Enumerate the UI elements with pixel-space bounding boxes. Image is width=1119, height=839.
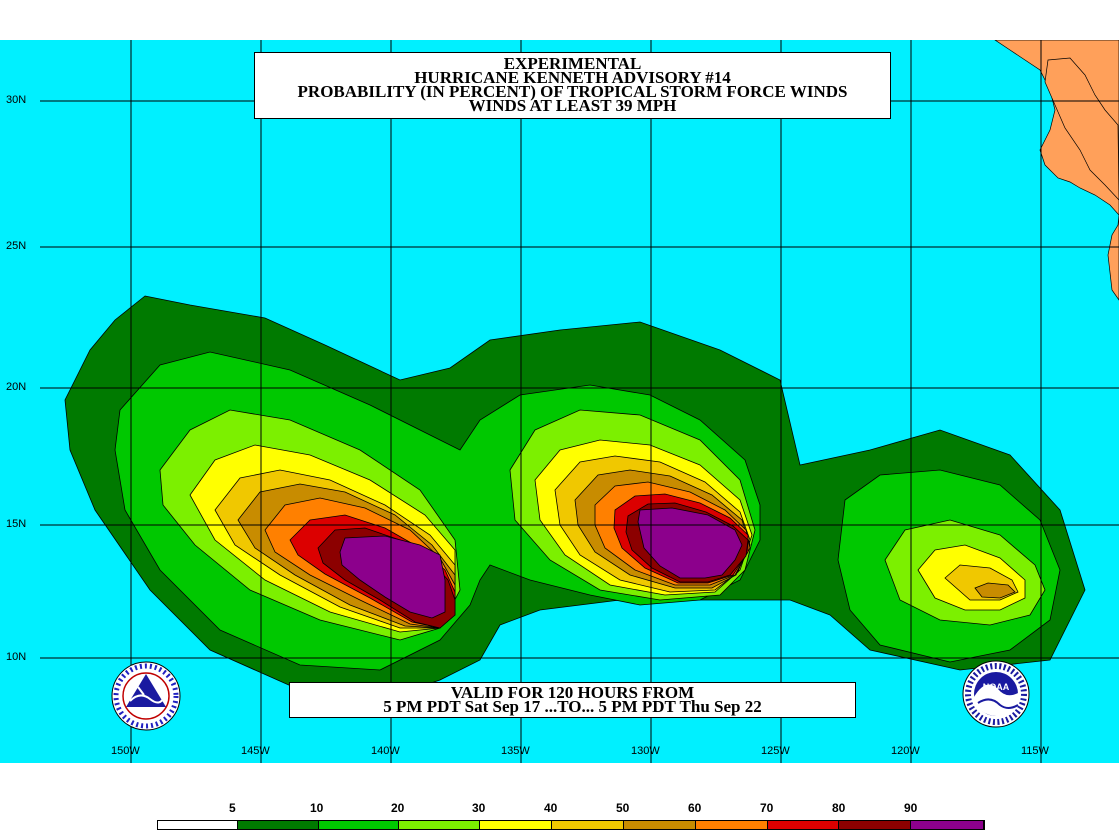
title-line-1: EXPERIMENTAL (503, 54, 642, 73)
lon-label-130w: 130W (631, 745, 660, 757)
legend-swatch (237, 821, 319, 829)
title-line-4: WINDS AT LEAST 39 MPH (468, 96, 677, 115)
legend-swatch (911, 821, 984, 829)
lat-label-30n: 30N (6, 94, 27, 106)
legend-swatch (158, 821, 238, 829)
legend-value-label: 20 (391, 801, 405, 815)
lat-label-10n: 10N (6, 651, 27, 663)
legend-value-label: 50 (616, 801, 630, 815)
legend-value-label: 60 (688, 801, 702, 815)
lon-label-145w: 145W (241, 745, 270, 757)
lon-label-115w: 115W (1021, 745, 1049, 757)
noaa-logo-icon: NOAA (962, 660, 1030, 728)
title-line-2: HURRICANE KENNETH ADVISORY #14 (414, 68, 731, 87)
lat-label-25n: 25N (6, 240, 27, 252)
legend-value-label: 70 (760, 801, 774, 815)
legend-swatch (767, 821, 840, 829)
lon-label-150w: 150W (111, 745, 140, 757)
title-box: EXPERIMENTAL HURRICANE KENNETH ADVISORY … (254, 52, 891, 119)
legend-value-label: 10 (310, 801, 324, 815)
lat-label-20n: 20N (6, 381, 27, 393)
contour-100 (339, 535, 446, 619)
valid-line-2: 5 PM PDT Sat Sep 17 ...TO... 5 PM PDT Th… (383, 697, 762, 716)
title-line-3: PROBABILITY (IN PERCENT) OF TROPICAL STO… (297, 82, 848, 101)
legend-swatch (623, 821, 696, 829)
contours-west-system (64, 295, 1086, 701)
lon-label-120w: 120W (891, 745, 920, 757)
lat-label-15n: 15N (6, 518, 27, 530)
legend-swatch (839, 821, 912, 829)
legend-value-label: 90 (904, 801, 918, 815)
legend-value-label: 40 (544, 801, 558, 815)
lon-label-125w: 125W (761, 745, 790, 757)
probability-map (0, 40, 1119, 763)
legend-value-label: 30 (472, 801, 486, 815)
contour-60-east (974, 582, 1016, 599)
legend-value-label: 5 (229, 801, 236, 815)
lon-label-140w: 140W (371, 745, 400, 757)
valid-time-box: VALID FOR 120 HOURS FROM 5 PM PDT Sat Se… (289, 682, 856, 718)
legend-swatch (695, 821, 768, 829)
legend-value-label: 80 (832, 801, 846, 815)
legend-swatch (399, 821, 481, 829)
legend-color-bar (157, 820, 985, 830)
nws-logo-icon (111, 661, 181, 731)
valid-line-1: VALID FOR 120 HOURS FROM (450, 683, 695, 702)
legend-swatch (318, 821, 400, 829)
legend-swatch (480, 821, 553, 829)
land-baja (1044, 57, 1119, 201)
legend-swatch (552, 821, 624, 829)
lon-label-135w: 135W (501, 745, 530, 757)
noaa-logo-text: NOAA (983, 682, 1010, 692)
